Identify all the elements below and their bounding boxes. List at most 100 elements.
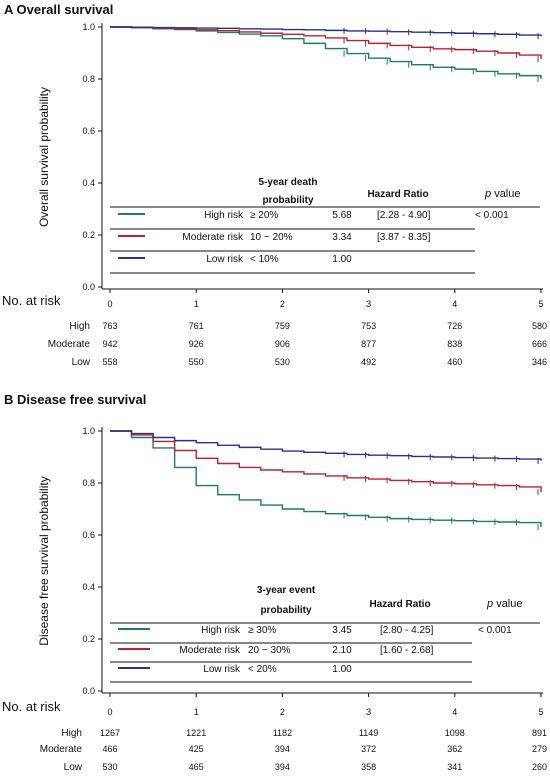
at-risk-value: 279 — [532, 744, 547, 754]
x-tick-label: 1 — [194, 299, 199, 309]
x-tick-label: 0 — [107, 299, 112, 309]
legend-prob-high: ≥ 30% — [248, 625, 276, 636]
legend-hr-low: 1.00 — [332, 664, 352, 675]
legend-header-p: p value — [486, 598, 522, 610]
legend-ci-high: [2.28 - 4.90] — [377, 210, 431, 221]
y-tick-label: 0.6 — [82, 126, 95, 136]
x-tick-label: 1 — [194, 707, 199, 717]
at-risk-value: 372 — [361, 744, 376, 754]
legend-group-low: Low risk — [206, 254, 244, 265]
x-tick-label: 0 — [107, 707, 112, 717]
p-rest: value — [496, 598, 522, 610]
panel-letter: B — [4, 392, 17, 407]
at-risk-value: 460 — [447, 357, 462, 367]
legend-header-group-2: probability — [260, 605, 312, 616]
at-risk-value: 942 — [102, 339, 117, 349]
at-risk-label: High — [61, 728, 82, 739]
y-axis-label: Overall survival probability — [37, 87, 51, 227]
at-risk-value: 358 — [361, 762, 376, 772]
legend-hr-moderate: 3.34 — [332, 232, 352, 243]
at-risk-value: 425 — [189, 744, 204, 754]
legend-group-moderate: Moderate risk — [179, 645, 241, 656]
at-risk-value: 726 — [447, 321, 462, 331]
at-risk-value: 346 — [532, 357, 547, 367]
legend-header-hr: Hazard Ratio — [369, 599, 430, 610]
legend-group-low: Low risk — [203, 664, 241, 675]
y-tick-label: 0.2 — [82, 230, 95, 240]
p-italic: p — [484, 188, 494, 200]
at-risk-value: 1221 — [186, 728, 206, 738]
panel-title-text: Overall survival — [17, 2, 114, 17]
at-risk-value: 891 — [532, 728, 547, 738]
legend-hr-low: 1.00 — [332, 254, 352, 265]
legend-prob-moderate: 20 ~ 30% — [248, 645, 291, 656]
at-risk-value: 550 — [189, 357, 204, 367]
y-tick-label: 1.0 — [82, 22, 95, 32]
panel-B: B Disease free survival 0.0 0.2 0.4 0.6 0.8 1.… — [2, 392, 547, 773]
y-tick-label: 0.8 — [82, 74, 95, 84]
at-risk-value: 753 — [361, 321, 376, 331]
at-risk-label: High — [69, 321, 90, 332]
legend-p-high: < 0.001 — [475, 210, 509, 221]
legend-header-group-2: probability — [262, 195, 314, 206]
at-risk-value: 906 — [275, 339, 290, 349]
legend-hr-moderate: 2.10 — [332, 645, 352, 656]
at-risk-value: 394 — [275, 744, 290, 754]
at-risk-label: Moderate — [48, 339, 91, 350]
at-risk-value: 465 — [189, 762, 204, 772]
x-tick-label: 4 — [452, 299, 457, 309]
y-tick-label: 0.2 — [82, 634, 95, 644]
legend-header-p: p value — [484, 188, 520, 200]
at-risk-value: 530 — [102, 762, 117, 772]
at-risk-value: 362 — [447, 744, 462, 754]
at-risk-label: Low — [72, 357, 91, 368]
at-risk-value: 1182 — [273, 728, 292, 738]
x-tick-label: 4 — [452, 707, 457, 717]
legend-group-high: High risk — [201, 625, 241, 636]
at-risk-value: 530 — [275, 357, 290, 367]
at-risk-label: Moderate — [40, 744, 83, 755]
at-risk-value: 1267 — [100, 728, 120, 738]
legend-hr-high: 3.45 — [332, 625, 352, 636]
series-line-high — [110, 26, 542, 79]
at-risk-value: 492 — [361, 357, 376, 367]
at-risk-value: 666 — [532, 339, 547, 349]
x-tick-label: 5 — [538, 707, 543, 717]
at-risk-value: 761 — [189, 321, 204, 331]
at-risk-value: 1149 — [359, 728, 378, 738]
legend-ci-moderate: [1.60 - 2.68] — [380, 645, 434, 656]
y-axis-label: Disease free survival probability — [37, 476, 51, 645]
y-tick-label: 0.6 — [82, 530, 95, 540]
y-tick-label: 1.0 — [82, 426, 95, 436]
panel-title-text: Disease free survival — [17, 392, 146, 407]
legend-hr-high: 5.68 — [332, 210, 352, 221]
legend-header-group: 3-year event — [257, 585, 316, 596]
x-tick-label: 2 — [280, 707, 285, 717]
series-line-moderate — [110, 26, 542, 59]
series-line-low — [110, 430, 542, 461]
at-risk-label: Low — [64, 762, 83, 773]
x-tick-label: 3 — [366, 299, 371, 309]
legend-header-group: 5-year death — [259, 177, 318, 188]
legend-group-moderate: Moderate risk — [182, 232, 244, 243]
legend-ci-high: [2.80 - 4.25] — [380, 625, 434, 636]
panel-title: B Disease free survival — [4, 392, 146, 407]
at-risk-value: 580 — [532, 321, 547, 331]
at-risk-value: 763 — [102, 321, 117, 331]
y-tick-label: 0.8 — [82, 478, 95, 488]
series-line-high — [110, 430, 542, 528]
series-line-moderate — [110, 430, 542, 493]
legend-prob-low: < 20% — [248, 664, 277, 675]
at-risk-value: 877 — [361, 339, 376, 349]
at-risk-value: 759 — [275, 321, 290, 331]
at-risk-value: 838 — [447, 339, 462, 349]
panel-title: A Overall survival — [4, 2, 113, 17]
at-risk-value: 926 — [189, 339, 204, 349]
legend-prob-moderate: 10 ~ 20% — [250, 232, 293, 243]
at-risk-value: 394 — [275, 762, 290, 772]
y-tick-label: 0.4 — [82, 582, 95, 592]
p-italic: p — [486, 598, 496, 610]
p-rest: value — [494, 188, 520, 200]
legend-ci-moderate: [3.87 - 8.35] — [377, 232, 431, 243]
